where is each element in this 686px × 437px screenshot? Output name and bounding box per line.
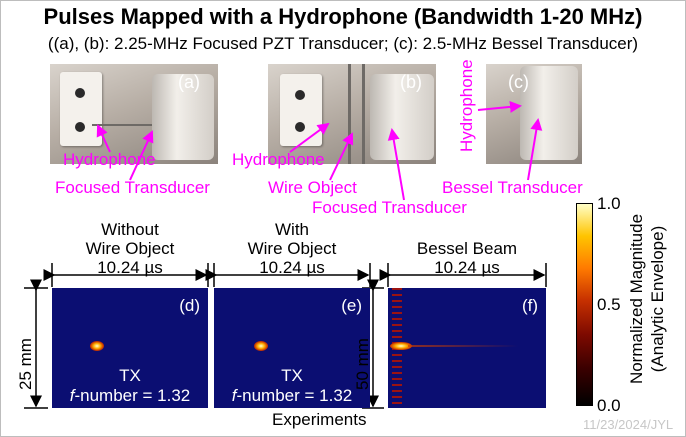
wire-frame (348, 64, 351, 164)
header-e-line1: With (275, 220, 309, 239)
panel-e-caption: TX f-number = 1.32 (214, 366, 370, 406)
x-axis-label: Experiments (272, 410, 367, 429)
screw (75, 88, 85, 98)
transducer-body (370, 74, 434, 160)
screw (75, 122, 85, 132)
hydrophone-holder (60, 72, 102, 146)
header-f: Bessel Beam 10.24 µs (388, 239, 546, 277)
header-f-width: 10.24 µs (434, 258, 500, 277)
panel-f: (f) (388, 288, 546, 408)
pulse-spot (90, 341, 104, 351)
screw (295, 122, 305, 132)
figure-title: Pulses Mapped with a Hydrophone (Bandwid… (43, 4, 643, 29)
header-f-line1: Bessel Beam (416, 239, 518, 258)
photo-label-a: (a) (178, 72, 200, 92)
colorbar-title-line2: (Analytic Envelope) (648, 225, 667, 373)
panel-d-caption: TX f-number = 1.32 (52, 366, 208, 406)
wire-frame (362, 64, 365, 164)
colorbar-tick-max: 1.0 (597, 194, 621, 213)
date-stamp: 11/23/2024/JYL (583, 417, 674, 432)
f-number-value: -number = 1.32 (74, 386, 191, 405)
f-number-label: f-number = 1.32 (52, 386, 208, 406)
tx-label: TX (119, 366, 141, 385)
colorbar-title-line1: Normalized Magnitude (627, 213, 646, 385)
f-number-label: f-number = 1.32 (214, 386, 370, 406)
photo-label-b: (b) (400, 72, 422, 92)
tx-label: TX (281, 366, 303, 385)
f-number-variable: f (69, 386, 75, 405)
annotation-wire-object: Wire Object (268, 178, 357, 197)
header-e-width: 10.24 µs (259, 258, 325, 277)
annotation-focused-transducer-a: Focused Transducer (55, 178, 210, 197)
pulse-spot (254, 341, 268, 351)
panel-e: (e) TX f-number = 1.32 (214, 288, 370, 408)
f-number-value: -number = 1.32 (236, 386, 353, 405)
transducer-body (152, 74, 214, 160)
figure-subtitle: ((a), (b): 2.25-MHz Focused PZT Transduc… (47, 34, 639, 53)
hydrophone-needle (92, 124, 152, 126)
panel-d: (d) TX f-number = 1.32 (52, 288, 208, 408)
panel-label-f: (f) (521, 296, 538, 315)
annotation-hydrophone-a: Hydrophone (63, 150, 156, 169)
header-d-width: 10.24 µs (97, 258, 163, 277)
panel-label-e: (e) (341, 296, 362, 315)
photo-label-c: (c) (508, 72, 529, 92)
annotation-focused-transducer-b: Focused Transducer (312, 198, 467, 217)
colorbar-title: Normalized Magnitude (Analytic Envelope) (626, 196, 668, 402)
header-e: With Wire Object 10.24 µs (214, 220, 370, 277)
header-d-line2: Wire Object (85, 239, 175, 258)
header-d-line1: Without (101, 220, 159, 239)
header-e-line2: Wire Object (247, 239, 337, 258)
f-number-variable: f (231, 386, 237, 405)
header-d: Without Wire Object 10.24 µs (52, 220, 208, 277)
panel-label-d: (d) (179, 296, 200, 315)
y-label-de: 25 mm (16, 338, 35, 390)
bessel-main-lobe (390, 342, 412, 350)
transducer-body (520, 66, 578, 160)
bessel-tail (408, 345, 518, 347)
annotation-hydrophone-b: Hydrophone (232, 150, 325, 169)
screw (295, 90, 305, 100)
colorbar (576, 203, 593, 406)
annotation-bessel-transducer: Bessel Transducer (442, 178, 583, 197)
photo-b (268, 64, 436, 164)
colorbar-tick-min: 0.0 (597, 396, 621, 415)
y-label-f: 50 mm (353, 338, 372, 390)
photo-a (50, 64, 218, 164)
colorbar-tick-mid: 0.5 (597, 295, 621, 314)
